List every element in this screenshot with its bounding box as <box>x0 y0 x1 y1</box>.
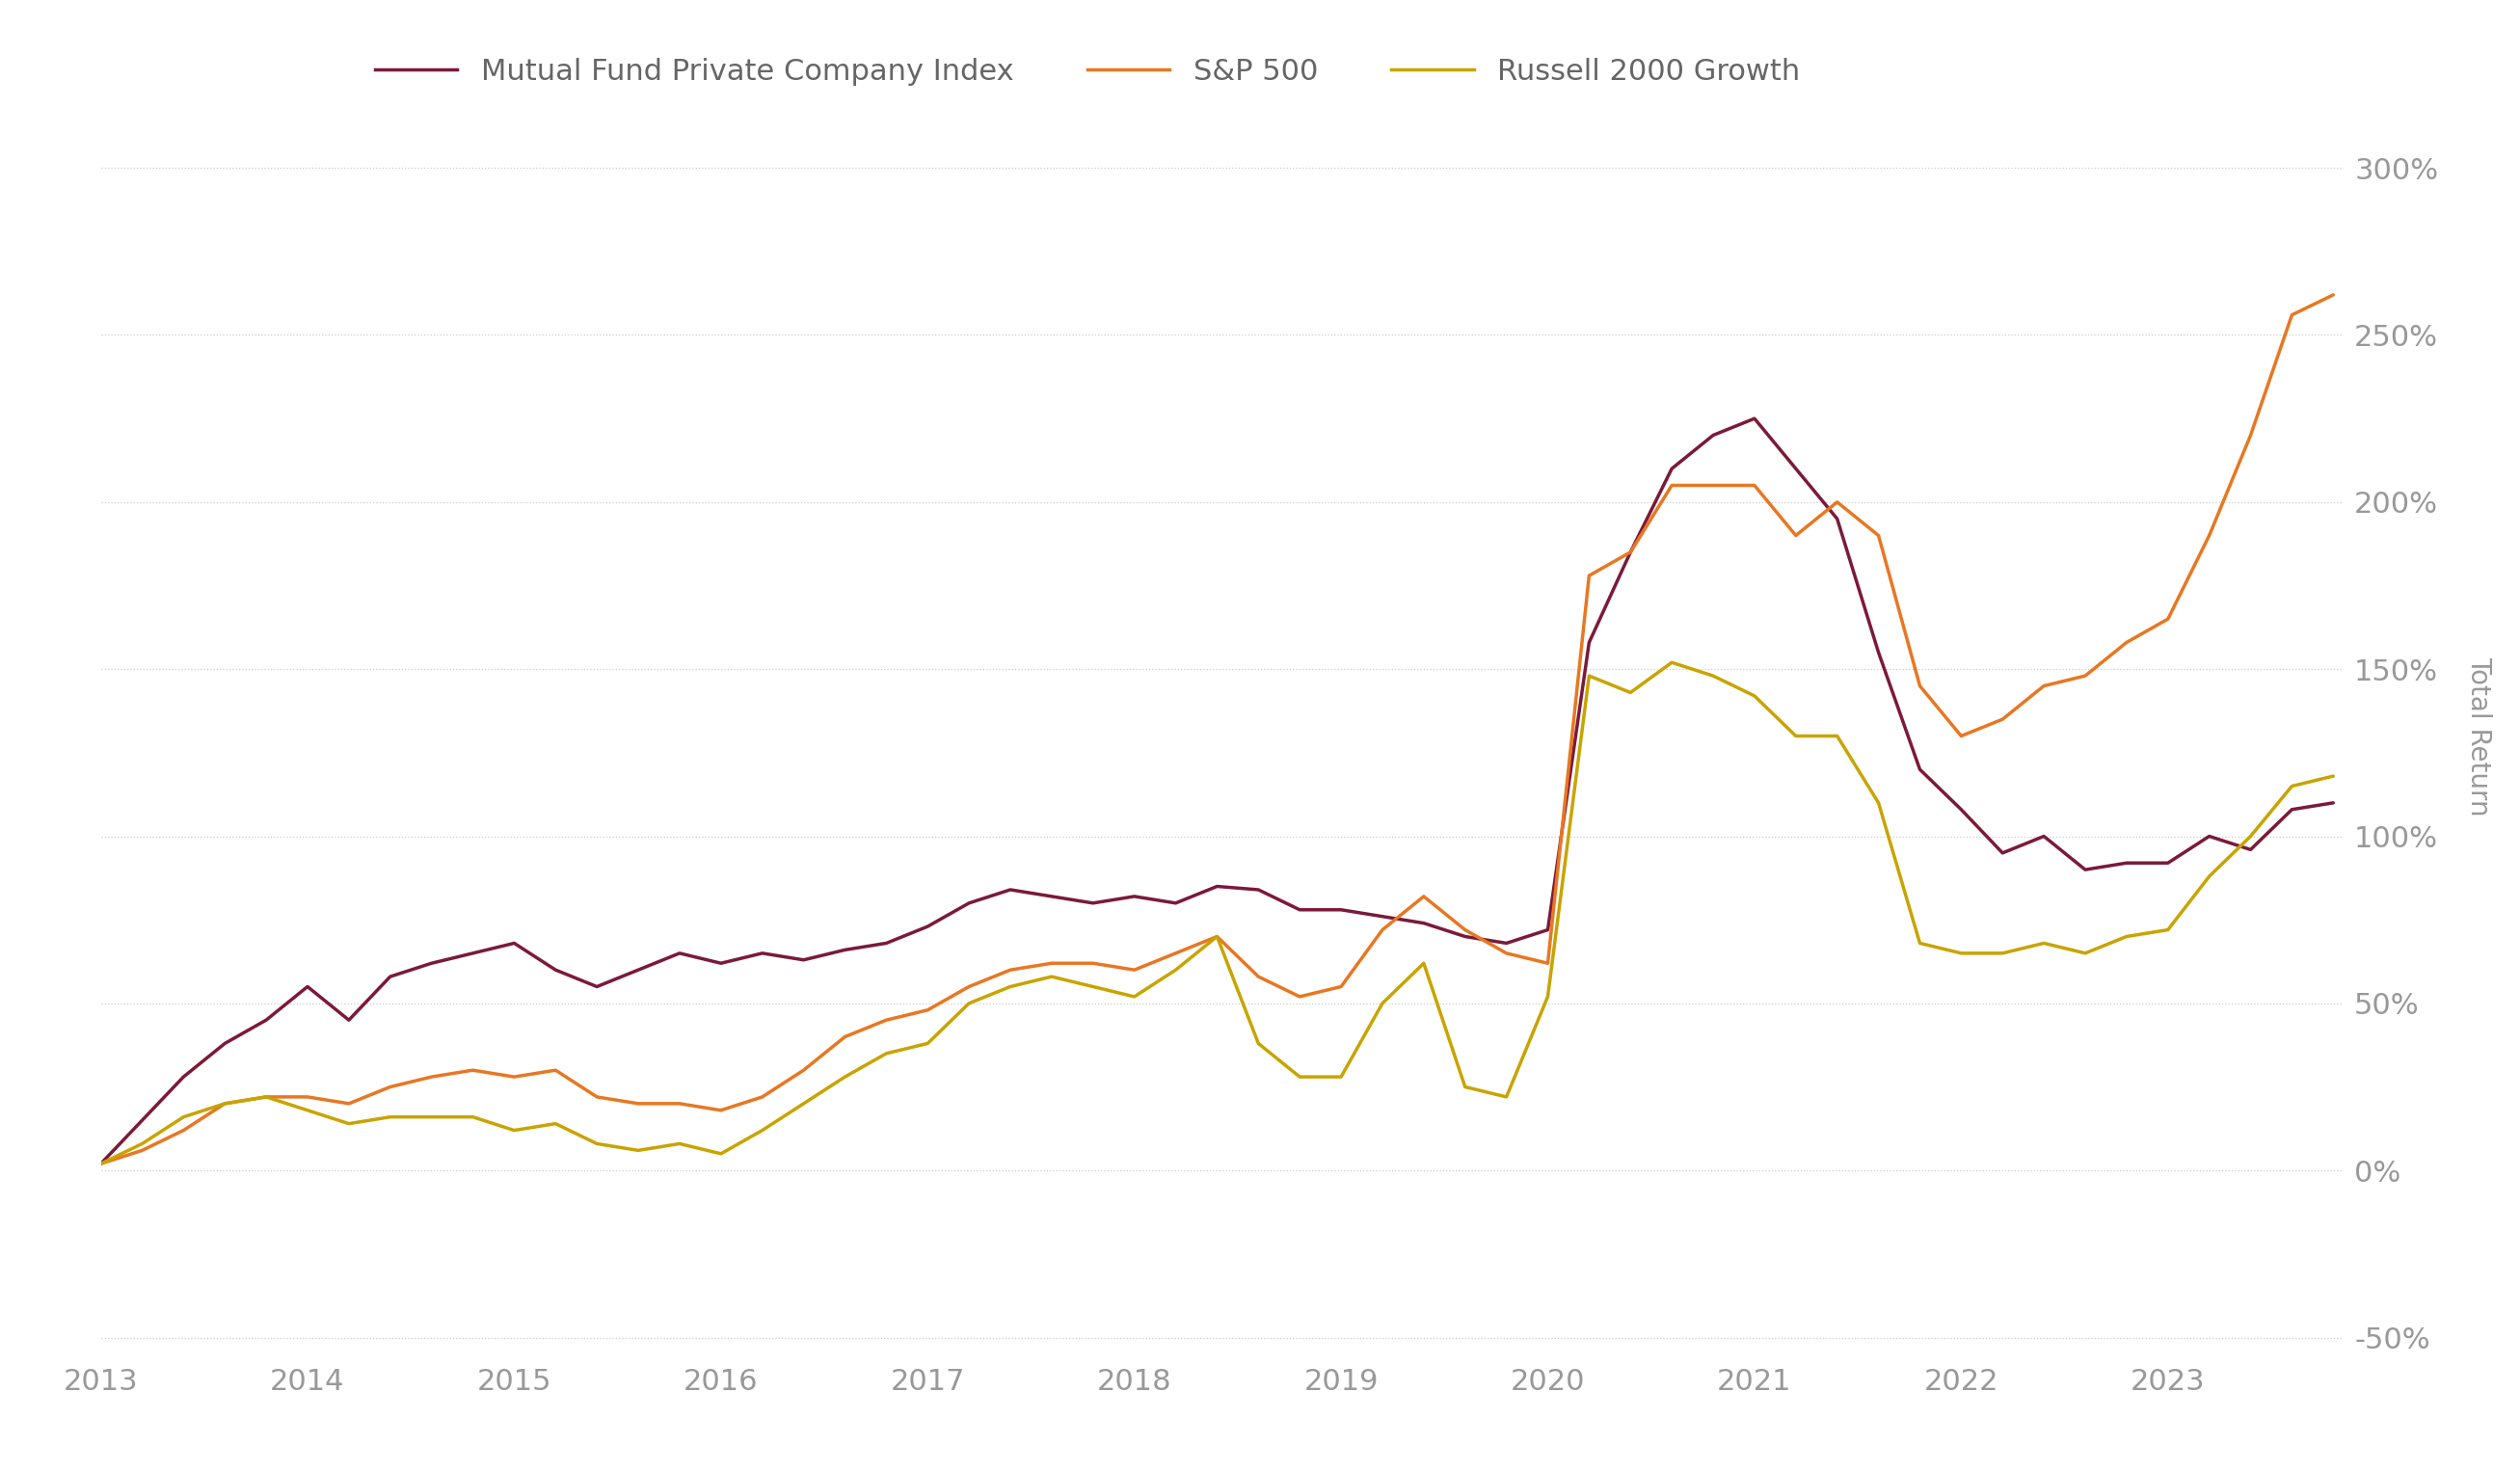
Mutual Fund Private Company Index <box>333 1011 363 1029</box>
Mutual Fund Private Company Index <box>2276 801 2306 818</box>
Russell 2000 Growth <box>2276 777 2306 795</box>
S&P 500 <box>2276 306 2306 324</box>
Mutual Fund Private Company Index <box>622 961 653 979</box>
Legend: Mutual Fund Private Company Index, S&P 500, Russell 2000 Growth: Mutual Fund Private Company Index, S&P 5… <box>363 46 1812 97</box>
Y-axis label: Total Return: Total Return <box>2465 657 2492 815</box>
Russell 2000 Growth <box>622 1142 653 1160</box>
Russell 2000 Growth <box>1656 654 1686 671</box>
S&P 500 <box>2069 667 2099 684</box>
S&P 500 <box>2318 286 2349 303</box>
Mutual Fund Private Company Index <box>912 917 942 935</box>
Mutual Fund Private Company Index <box>499 935 529 952</box>
Line: S&P 500: S&P 500 <box>101 294 2334 1164</box>
S&P 500 <box>86 1156 116 1173</box>
Line: Russell 2000 Growth: Russell 2000 Growth <box>101 662 2334 1164</box>
S&P 500 <box>499 1069 529 1086</box>
Mutual Fund Private Company Index <box>2112 854 2142 871</box>
S&P 500 <box>333 1095 363 1113</box>
Mutual Fund Private Company Index <box>86 1156 116 1173</box>
Mutual Fund Private Company Index <box>1739 409 1769 427</box>
S&P 500 <box>622 1095 653 1113</box>
Russell 2000 Growth <box>86 1156 116 1173</box>
Russell 2000 Growth <box>2112 927 2142 945</box>
Russell 2000 Growth <box>2318 767 2349 785</box>
Russell 2000 Growth <box>912 1035 942 1052</box>
Russell 2000 Growth <box>333 1114 363 1132</box>
Line: Mutual Fund Private Company Index: Mutual Fund Private Company Index <box>101 418 2334 1164</box>
Russell 2000 Growth <box>499 1122 529 1139</box>
S&P 500 <box>912 1001 942 1019</box>
Mutual Fund Private Company Index <box>2318 793 2349 811</box>
